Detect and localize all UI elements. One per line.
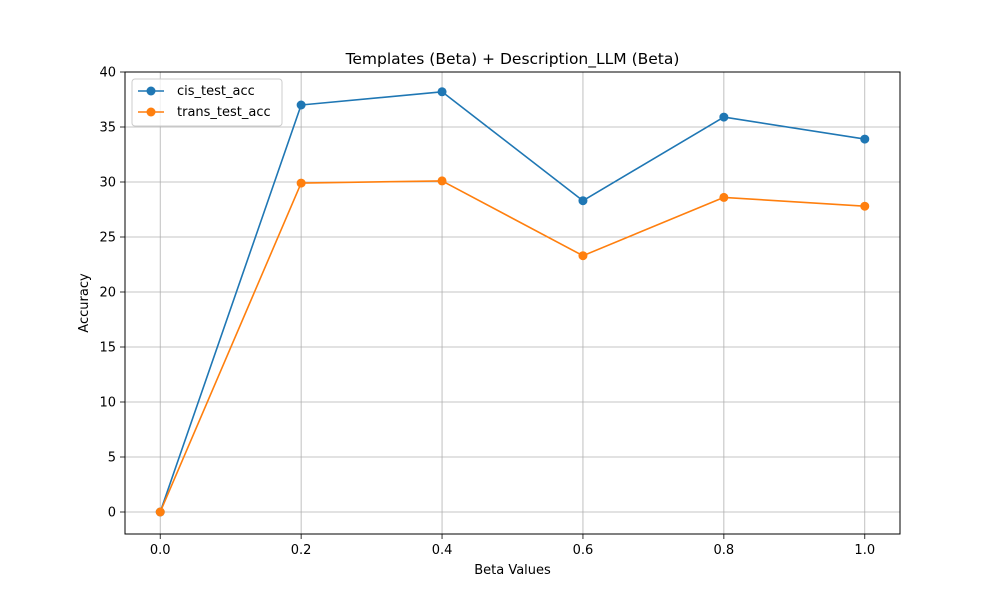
x-axis-label: Beta Values [474, 563, 551, 578]
x-tick-label: 0.6 [573, 543, 594, 558]
data-point-trans-test-acc [578, 251, 588, 261]
x-tick-label: 1.0 [854, 543, 875, 558]
data-point-trans-test-acc [437, 176, 447, 186]
x-tick-label: 0.8 [714, 543, 735, 558]
legend: cis_test_acc trans_test_acc [131, 78, 283, 127]
data-point-trans-test-acc [296, 178, 306, 188]
y-axis-label: Accuracy [77, 273, 92, 333]
data-point-cis-test-acc [860, 134, 870, 144]
y-tick-label: 30 [99, 176, 116, 191]
y-tick-label: 5 [108, 451, 116, 466]
y-tick-label: 40 [99, 66, 116, 81]
legend-frame [131, 78, 283, 127]
y-tick-label: 0 [108, 506, 116, 521]
legend-marker-trans-test-acc [146, 107, 156, 117]
data-point-cis-test-acc [437, 87, 447, 97]
y-tick-label: 35 [99, 121, 116, 136]
x-tick-label: 0.2 [291, 543, 312, 558]
legend-label-trans-test-acc: trans_test_acc [177, 105, 271, 120]
series-line-trans-test-acc [159, 180, 865, 513]
data-point-cis-test-acc [719, 112, 729, 122]
y-tick-label: 10 [99, 396, 116, 411]
data-point-cis-test-acc [296, 100, 306, 110]
legend-marker-cis-test-acc [146, 86, 156, 96]
y-tick-label: 25 [99, 231, 116, 246]
data-point-trans-test-acc [860, 201, 870, 211]
series-lines [155, 87, 870, 517]
x-tick-label: 0.0 [150, 543, 171, 558]
chart-title: Templates (Beta) + Description_LLM (Beta… [345, 50, 680, 69]
y-tick-label: 20 [99, 286, 116, 301]
series-line-cis-test-acc [159, 91, 865, 513]
x-tick-label: 0.4 [432, 543, 453, 558]
axis-ticks: 0.0 0.2 0.4 0.6 0.8 1.0 0 5 10 15 20 25 30 35 40 [99, 66, 875, 559]
data-point-trans-test-acc [155, 507, 165, 517]
plot-area-frame [124, 71, 901, 535]
y-tick-label: 15 [99, 341, 116, 356]
data-point-trans-test-acc [719, 192, 729, 202]
legend-label-cis-test-acc: cis_test_acc [177, 84, 255, 99]
data-point-cis-test-acc [578, 196, 588, 206]
